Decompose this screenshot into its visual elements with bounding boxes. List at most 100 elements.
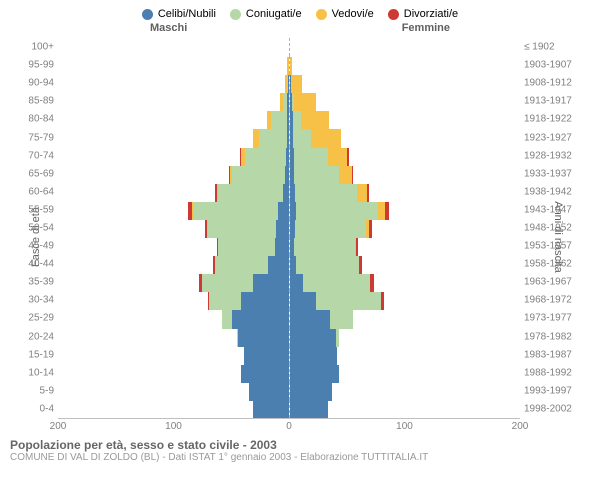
legend: Celibi/Nubili Coniugati/e Vedovi/e Divorzia… — [10, 8, 590, 20]
bar-segment — [316, 292, 381, 310]
bar-segment — [339, 166, 352, 184]
bar-segment — [287, 129, 289, 147]
age-row: 30-341968-1972 — [58, 291, 520, 309]
bar-segment — [218, 184, 283, 202]
bar-segment — [285, 166, 288, 184]
bar-segment — [336, 329, 339, 347]
bar-area — [58, 346, 520, 364]
bar-segment — [208, 220, 276, 238]
bar-segment — [241, 365, 288, 383]
bar-area — [58, 328, 520, 346]
legend-label: Coniugati/e — [246, 8, 302, 20]
birth-year-label: 1928-1932 — [524, 150, 586, 161]
bar-segment — [290, 365, 340, 383]
legend-label: Divorziati/e — [404, 8, 458, 20]
legend-swatch — [230, 9, 241, 20]
birth-year-label: 1918-1922 — [524, 114, 586, 125]
female-bar — [290, 128, 521, 146]
birth-year-label: 1903-1907 — [524, 60, 586, 71]
age-label: 80-84 — [18, 114, 54, 125]
male-bar — [58, 147, 290, 165]
legend-label: Vedovi/e — [332, 8, 374, 20]
legend-swatch — [388, 9, 399, 20]
bar-area — [58, 291, 520, 309]
bar-segment — [215, 256, 268, 274]
bar-segment — [296, 256, 358, 274]
bar-segment — [288, 75, 289, 93]
bar-area — [58, 92, 520, 110]
age-label: 30-34 — [18, 295, 54, 306]
bar-segment — [209, 292, 241, 310]
female-bar — [290, 346, 521, 364]
x-tick-label: 0 — [286, 421, 292, 432]
bar-segment — [356, 238, 358, 256]
birth-year-label: 1913-1917 — [524, 96, 586, 107]
x-tick-label: 200 — [50, 421, 67, 432]
female-bar — [290, 309, 521, 327]
age-row: 55-591943-1947 — [58, 201, 520, 219]
age-label: 75-79 — [18, 132, 54, 143]
bar-segment — [287, 57, 288, 75]
bar-segment — [290, 292, 317, 310]
birth-year-label: 1923-1927 — [524, 132, 586, 143]
age-label: 95-99 — [18, 60, 54, 71]
bar-segment — [293, 129, 311, 147]
birth-year-label: 1908-1912 — [524, 78, 586, 89]
birth-year-label: 1968-1972 — [524, 295, 586, 306]
bar-segment — [271, 111, 287, 129]
age-label: 50-54 — [18, 222, 54, 233]
bar-segment — [222, 310, 232, 328]
female-bar — [290, 92, 521, 110]
bar-segment — [253, 274, 289, 292]
bar-segment — [290, 57, 293, 75]
bar-segment — [290, 401, 328, 419]
age-row: 0-41998-2002 — [58, 400, 520, 418]
female-bar — [290, 165, 521, 183]
bar-segment — [218, 238, 274, 256]
bar-segment — [253, 401, 289, 419]
legend-item: Celibi/Nubili — [142, 8, 216, 20]
bar-segment — [301, 111, 329, 129]
bar-area — [58, 382, 520, 400]
bar-area — [58, 56, 520, 74]
age-label: 85-89 — [18, 96, 54, 107]
male-bar — [58, 201, 290, 219]
age-label: 15-19 — [18, 349, 54, 360]
bar-segment — [294, 238, 355, 256]
female-bar — [290, 74, 521, 92]
age-label: 25-29 — [18, 313, 54, 324]
male-bar — [58, 255, 290, 273]
age-label: 100+ — [18, 42, 54, 53]
male-bar — [58, 38, 290, 56]
header-female: Femmine — [402, 22, 450, 34]
female-bar — [290, 328, 521, 346]
bar-segment — [232, 166, 285, 184]
male-bar — [58, 110, 290, 128]
age-row: 60-641938-1942 — [58, 183, 520, 201]
x-axis: 2001000100200 — [58, 418, 520, 436]
female-bar — [290, 110, 521, 128]
bar-segment — [290, 274, 304, 292]
bar-segment — [293, 111, 301, 129]
age-label: 65-69 — [18, 168, 54, 179]
male-bar — [58, 273, 290, 291]
x-tick-label: 100 — [165, 421, 182, 432]
bar-segment — [311, 129, 341, 147]
male-bar — [58, 400, 290, 418]
bar-segment — [290, 310, 330, 328]
bar-rows: 100+≤ 190295-991903-190790-941908-191285… — [58, 38, 520, 418]
age-row: 25-291973-1977 — [58, 309, 520, 327]
bar-segment — [245, 148, 286, 166]
age-row: 90-941908-1912 — [58, 74, 520, 92]
bar-segment — [357, 184, 366, 202]
birth-year-label: 1938-1942 — [524, 186, 586, 197]
bar-segment — [202, 274, 253, 292]
birth-year-label: 1983-1987 — [524, 349, 586, 360]
male-bar — [58, 74, 290, 92]
male-bar — [58, 328, 290, 346]
male-bar — [58, 183, 290, 201]
age-row: 95-991903-1907 — [58, 56, 520, 74]
bar-segment — [291, 75, 301, 93]
birth-year-label: ≤ 1902 — [524, 42, 586, 53]
bar-segment — [294, 93, 316, 111]
